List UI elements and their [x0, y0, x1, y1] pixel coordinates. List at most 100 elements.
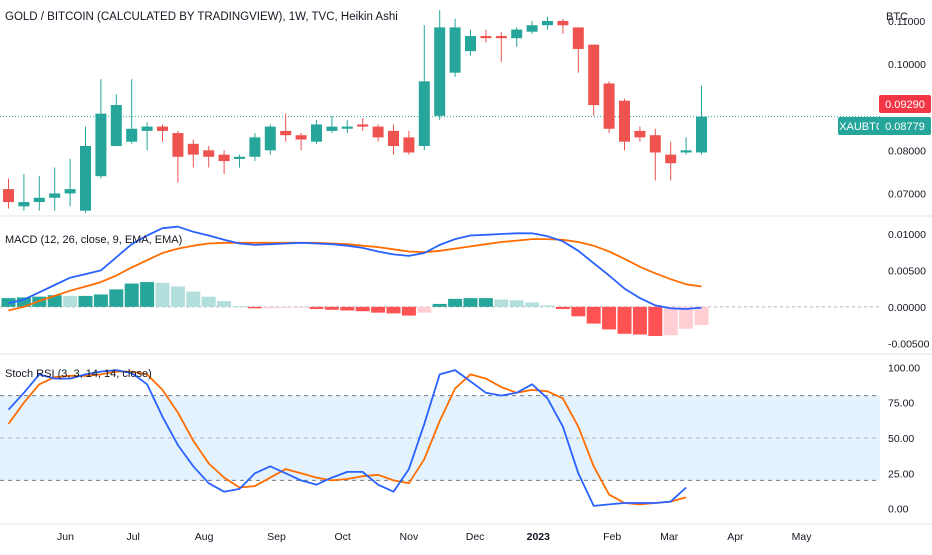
candle: [187, 139, 199, 168]
macd-histogram-bar: [494, 299, 509, 307]
candle-body: [172, 133, 184, 157]
candle: [218, 150, 230, 175]
macd-histogram-bar: [355, 306, 370, 312]
candle-body: [234, 156, 245, 159]
candle: [665, 141, 677, 181]
macd-line: [8, 225, 702, 310]
candle-body: [511, 29, 523, 39]
candle-body: [357, 124, 369, 127]
candle-body: [95, 113, 107, 177]
candle-body: [526, 25, 538, 32]
last-high-badge: 0.09290: [879, 95, 931, 113]
stoch-k-line: [7, 369, 687, 507]
candle-body: [64, 189, 76, 194]
candle-body: [187, 143, 199, 155]
candle: [511, 27, 523, 47]
candle: [280, 113, 292, 142]
macd-histogram-bar: [386, 306, 401, 314]
candle: [634, 126, 646, 142]
last-close-badge: 0.08779: [879, 117, 931, 135]
candle: [403, 130, 415, 155]
candle-body: [49, 193, 61, 198]
x-tick-label: Mar: [660, 531, 679, 543]
macd-histogram-bar: [263, 306, 278, 309]
macd-histogram-bar: [586, 306, 601, 324]
macd-histogram-bar: [78, 295, 93, 307]
macd-histogram-bar: [632, 306, 647, 335]
x-tick-label: Jun: [57, 531, 74, 543]
macd-histogram-bar: [432, 303, 447, 307]
candle-body: [403, 137, 415, 153]
macd-histogram-bar: [124, 283, 139, 307]
stoch-rsi-pane: [0, 369, 880, 507]
x-tick-label: Nov: [400, 531, 419, 543]
x-tick-label: Apr: [727, 531, 744, 543]
candle-body: [696, 116, 707, 153]
candle-body: [619, 100, 630, 142]
macd-histogram-bar: [417, 306, 432, 313]
macd-histogram-bar: [109, 289, 124, 307]
candle: [465, 29, 476, 56]
candle: [388, 124, 399, 155]
x-tick-label: 2023: [527, 531, 551, 543]
chart-title: GOLD / BITCOIN (CALCULATED BY TRADINGVIE…: [5, 11, 398, 23]
candle-body: [634, 130, 646, 138]
candle-body: [80, 146, 91, 211]
candle-body: [110, 105, 122, 146]
macd-histogram-bar: [294, 306, 309, 308]
candle: [449, 18, 461, 77]
candle: [619, 98, 630, 151]
y-tick-label: 0.11000: [888, 16, 925, 28]
y-tick-label: 0.10000: [888, 59, 926, 71]
y-tick-label: -0.00500: [888, 338, 930, 350]
candle-body: [326, 126, 338, 131]
y-tick-label: 0.00: [888, 504, 909, 516]
x-tick-label: Aug: [195, 531, 214, 543]
candle: [49, 167, 61, 211]
candle: [33, 176, 45, 211]
candle-body: [665, 154, 677, 164]
candle: [372, 124, 384, 142]
macd-histogram-bar: [617, 306, 632, 334]
y-tick-label: 100.00: [888, 362, 920, 374]
candle-body: [311, 124, 322, 142]
candle: [3, 178, 14, 209]
candle-body: [18, 202, 30, 207]
candle-body: [295, 135, 307, 140]
candle-body: [372, 126, 384, 138]
macd-histogram-bar: [694, 306, 709, 326]
macd-histogram-bar: [602, 306, 617, 330]
candle: [64, 158, 76, 207]
macd-histogram-bar: [571, 306, 586, 317]
candle-body: [264, 126, 276, 151]
macd-histogram-bar: [401, 306, 416, 316]
candle: [526, 20, 538, 34]
macd-histogram-bar: [309, 306, 324, 310]
last-high-value: 0.09290: [885, 99, 925, 111]
candle: [603, 81, 615, 134]
macd-histogram-bar: [509, 300, 524, 307]
y-tick-label: 0.00000: [888, 302, 926, 314]
candle-body: [280, 130, 292, 136]
candle: [557, 18, 569, 34]
candle: [234, 154, 245, 168]
macd-histogram-bar: [186, 291, 201, 307]
macd-histogram-bar: [648, 306, 663, 336]
macd-histogram-bar: [63, 295, 78, 307]
symbol-tag-label: XAUBTC: [839, 121, 884, 133]
y-tick-label: 75.00: [888, 398, 914, 410]
candle-body: [218, 154, 230, 162]
y-tick-label: 0.08000: [888, 145, 926, 157]
candle: [480, 29, 492, 43]
candle-body: [126, 128, 138, 142]
candle: [357, 117, 369, 131]
macd-histogram-bar: [170, 286, 185, 307]
macd-signal-line: [8, 238, 702, 312]
candle: [172, 130, 184, 183]
grid-layer: [0, 215, 932, 525]
axis-layer: 0.070000.080000.090000.100000.11000-0.00…: [57, 16, 930, 543]
y-tick-label: 50.00: [888, 433, 914, 445]
candle: [588, 44, 600, 116]
macd-histogram-bar: [217, 301, 232, 307]
candle-body: [480, 36, 492, 39]
